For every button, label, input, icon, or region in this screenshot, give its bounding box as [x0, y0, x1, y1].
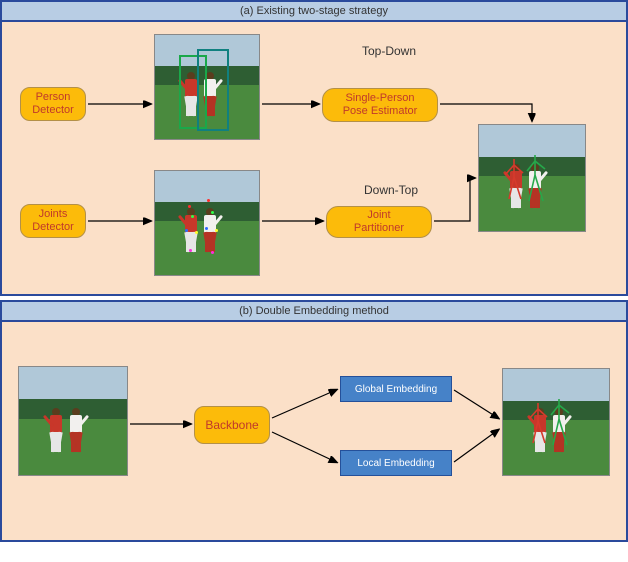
panel-a-title: (a) Existing two-stage strategy — [2, 2, 626, 22]
panel-b-title: (b) Double Embedding method — [2, 302, 626, 322]
panel-a: (a) Existing two-stage strategy Top-Down… — [0, 0, 628, 296]
global-embedding-box: Global Embedding — [340, 376, 452, 402]
joint-partitioner-box: JointPartitioner — [326, 206, 432, 238]
joints-detector-box: JointsDetector — [20, 204, 86, 238]
image-bottom-input — [154, 170, 260, 276]
person-detector-box: PersonDetector — [20, 87, 86, 121]
image-b-output — [502, 368, 610, 476]
figure-root: (a) Existing two-stage strategy Top-Down… — [0, 0, 628, 542]
panel-a-body: Top-Down Down-Top PersonDetector JointsD… — [2, 22, 626, 294]
image-output — [478, 124, 586, 232]
local-embedding-box: Local Embedding — [340, 450, 452, 476]
panel-b: (b) Double Embedding method Backbone Glo… — [0, 300, 628, 542]
top-down-label: Top-Down — [362, 44, 416, 58]
panel-b-body: Backbone Global Embedding Local Embeddin… — [2, 322, 626, 540]
bbox-person2 — [197, 49, 229, 131]
single-person-pose-box: Single-PersonPose Estimator — [322, 88, 438, 122]
image-top-input — [154, 34, 260, 140]
backbone-box: Backbone — [194, 406, 270, 444]
image-b-input — [18, 366, 128, 476]
down-top-label: Down-Top — [364, 183, 418, 197]
